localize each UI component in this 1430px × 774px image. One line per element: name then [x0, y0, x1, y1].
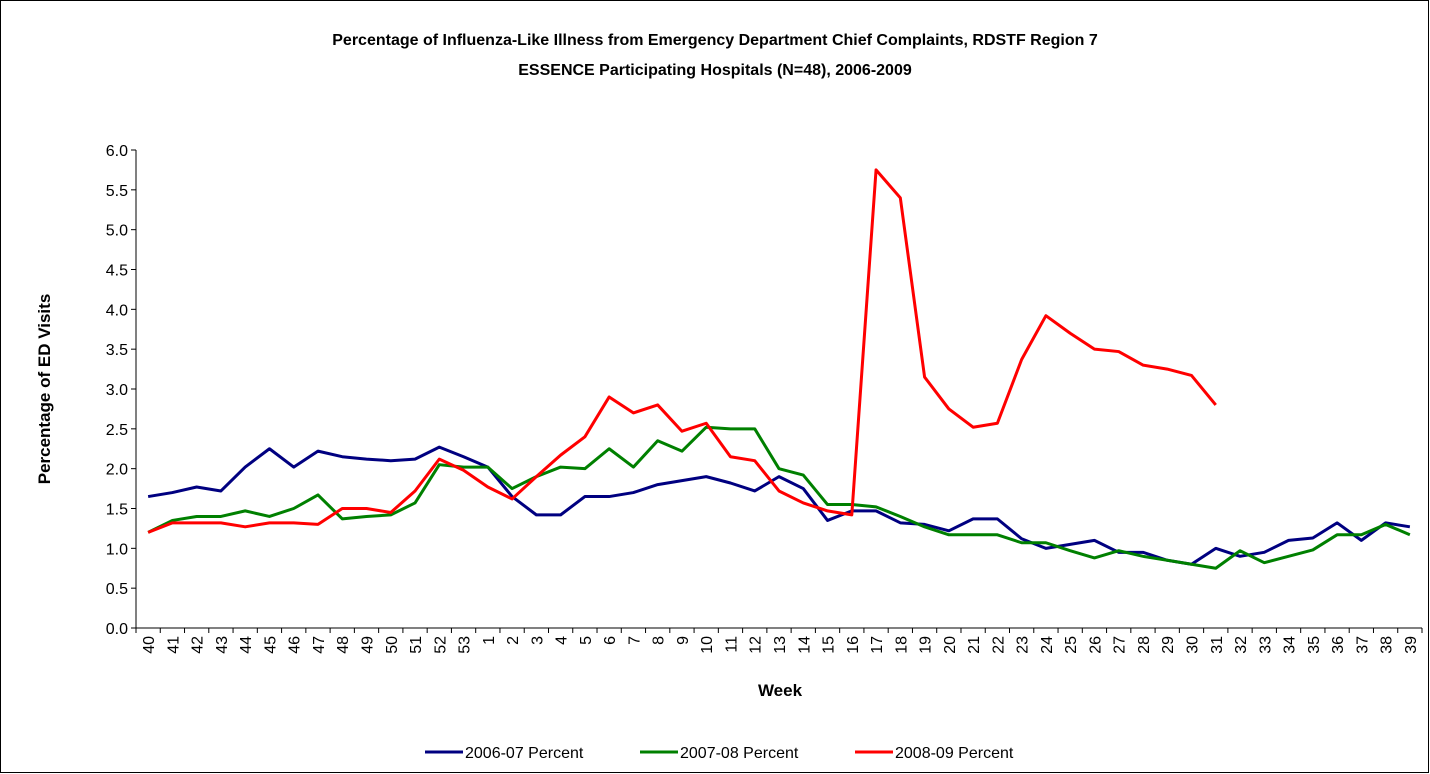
y-tick-label: 6.0 — [106, 143, 128, 160]
x-tick-label: 22 — [990, 636, 1007, 654]
x-tick-label: 49 — [360, 636, 377, 654]
x-tick-label: 47 — [311, 636, 328, 654]
x-tick-label: 31 — [1209, 636, 1226, 654]
x-tick-label: 17 — [869, 636, 886, 654]
x-tick-label: 35 — [1306, 636, 1323, 654]
y-tick-label: 2.5 — [106, 422, 128, 439]
x-tick-label: 43 — [214, 636, 231, 654]
x-tick-label: 27 — [1112, 636, 1129, 654]
x-tick-label: 5 — [578, 636, 595, 645]
x-tick-label: 4 — [554, 636, 571, 645]
y-tick-label: 4.5 — [106, 263, 128, 280]
legend-label: 2007-08 Percent — [680, 745, 799, 762]
x-tick-label: 36 — [1330, 636, 1347, 654]
y-tick-label: 3.5 — [106, 342, 128, 359]
y-tick-label: 0.5 — [106, 581, 128, 598]
x-tick-label: 9 — [675, 636, 692, 645]
y-tick-label: 2.0 — [106, 462, 128, 479]
y-axis-title: Percentage of ED Visits — [35, 294, 54, 485]
x-tick-label: 26 — [1087, 636, 1104, 654]
y-tick-label: 5.0 — [106, 223, 128, 240]
y-tick-label: 1.5 — [106, 502, 128, 519]
chart-title: Percentage of Influenza-Like Illness fro… — [332, 32, 1098, 49]
x-tick-label: 21 — [966, 636, 983, 654]
x-tick-label: 15 — [821, 636, 838, 654]
x-tick-label: 6 — [602, 636, 619, 645]
legend-label: 2006-07 Percent — [465, 745, 584, 762]
x-tick-label: 14 — [796, 636, 813, 654]
y-tick-label: 1.0 — [106, 541, 128, 558]
x-tick-label: 39 — [1403, 636, 1420, 654]
x-tick-label: 13 — [772, 636, 789, 654]
x-tick-label: 50 — [384, 636, 401, 654]
y-tick-label: 3.0 — [106, 382, 128, 399]
x-tick-label: 34 — [1282, 636, 1299, 654]
x-tick-label: 33 — [1257, 636, 1274, 654]
x-tick-label: 1 — [481, 636, 498, 645]
x-tick-label: 41 — [165, 636, 182, 654]
x-tick-label: 20 — [942, 636, 959, 654]
x-tick-label: 32 — [1233, 636, 1250, 654]
x-tick-label: 30 — [1184, 636, 1201, 654]
y-tick-label: 0.0 — [106, 621, 128, 638]
line-series — [147, 425, 1411, 570]
x-tick-label: 51 — [408, 636, 425, 654]
legend-label: 2008-09 Percent — [895, 745, 1014, 762]
chart-subtitle: ESSENCE Participating Hospitals (N=48), … — [518, 62, 912, 79]
y-tick-label: 4.0 — [106, 302, 128, 319]
x-tick-label: 38 — [1379, 636, 1396, 654]
x-tick-label: 37 — [1354, 636, 1371, 654]
x-tick-label: 16 — [845, 636, 862, 654]
x-tick-label: 45 — [262, 636, 279, 654]
x-tick-label: 29 — [1160, 636, 1177, 654]
line-series — [147, 168, 1217, 534]
x-tick-label: 23 — [1015, 636, 1032, 654]
x-tick-label: 28 — [1136, 636, 1153, 654]
line-series — [147, 445, 1411, 566]
x-tick-label: 7 — [626, 636, 643, 645]
x-tick-label: 24 — [1039, 636, 1056, 654]
x-tick-label: 53 — [457, 636, 474, 654]
x-tick-label: 42 — [190, 636, 207, 654]
x-tick-label: 12 — [748, 636, 765, 654]
x-tick-label: 44 — [238, 636, 255, 654]
x-tick-label: 10 — [699, 636, 716, 654]
x-tick-label: 2 — [505, 636, 522, 645]
x-tick-label: 25 — [1063, 636, 1080, 654]
x-tick-label: 18 — [893, 636, 910, 654]
x-tick-label: 8 — [651, 636, 668, 645]
x-tick-label: 11 — [723, 636, 740, 653]
x-axis-title: Week — [758, 681, 803, 700]
x-tick-label: 46 — [287, 636, 304, 654]
x-tick-label: 40 — [141, 636, 158, 654]
y-tick-label: 5.5 — [106, 183, 128, 200]
x-tick-label: 48 — [335, 636, 352, 654]
x-tick-label: 19 — [918, 636, 935, 654]
x-tick-label: 52 — [432, 636, 449, 654]
x-tick-label: 3 — [529, 636, 546, 645]
